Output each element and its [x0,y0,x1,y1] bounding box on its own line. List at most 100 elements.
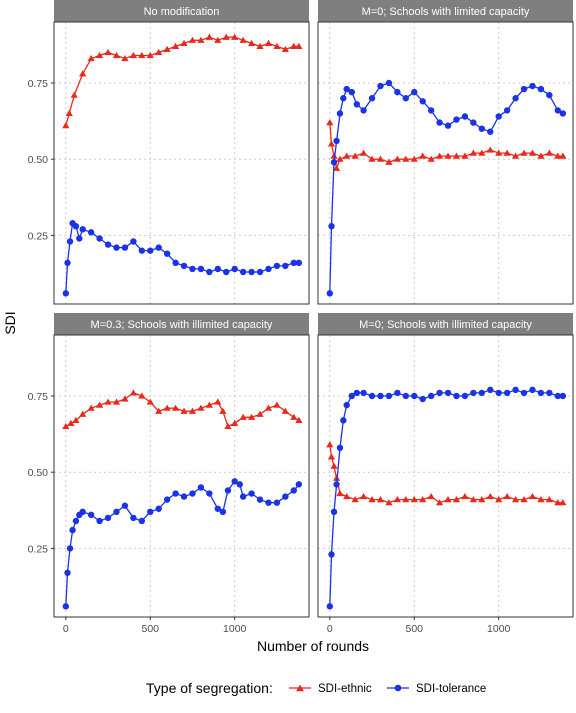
series-line [329,389,563,607]
data-point [394,88,401,96]
data-point [66,238,74,245]
data-point [343,85,350,93]
data-point [402,392,410,400]
data-point [264,404,273,411]
data-point [130,238,137,245]
data-point [180,262,188,270]
data-point [503,107,511,114]
facet-strip [54,0,309,22]
data-point [231,478,238,485]
data-point [155,244,162,251]
plot-area [54,335,309,617]
legend-label-ethnic: SDI-ethnic [318,683,372,695]
series-sdi-tolerance [326,386,567,610]
data-point [470,119,477,126]
x-tick-label: 0 [327,623,333,635]
data-point [495,113,502,120]
plot-area [318,335,573,617]
data-point [67,419,75,427]
data-point [452,496,461,503]
data-point [470,389,477,397]
data-point [104,514,112,522]
data-point [520,389,528,397]
data-point [545,149,553,156]
data-point [197,36,205,43]
data-point [333,137,340,145]
data-point [529,386,536,394]
x-axis-title: Number of rounds [257,638,369,654]
data-point [130,514,137,522]
data-point [427,107,435,114]
data-point [295,481,303,488]
data-point [385,392,393,400]
data-point [231,265,238,273]
data-point [112,398,121,405]
x-tick-label: 500 [405,623,423,635]
data-point [435,499,444,506]
data-point [295,416,303,423]
data-point [239,268,247,276]
data-point [62,122,70,129]
data-point [64,259,71,267]
data-point [402,155,410,162]
data-point [281,407,289,414]
data-point [353,389,361,397]
data-point [188,407,197,414]
x-tick-label: 500 [141,623,159,635]
data-point [478,125,486,132]
y-tick-label: 0.50 [28,154,49,166]
data-point [554,152,562,159]
data-point [554,392,562,400]
data-point [121,244,129,251]
y-tick-label: 0.25 [28,230,49,242]
data-point [138,51,146,59]
data-point [486,146,494,153]
data-point [197,484,205,491]
data-point [359,149,368,156]
facet-title: M=0; Schools with illimited capacity [359,319,532,331]
data-point [171,404,180,411]
data-point [394,389,401,397]
data-point [469,496,477,503]
data-point [559,499,567,506]
data-point [205,33,213,40]
data-point [265,499,272,506]
data-point [435,152,444,159]
data-point [206,268,213,276]
data-point [444,122,452,129]
data-point [495,149,503,156]
data-point [546,91,553,99]
data-point [256,42,264,49]
data-point [62,290,70,297]
data-point [411,392,418,400]
data-point [444,152,452,159]
panel-border [317,334,574,618]
y-axis-title: SDI [2,311,18,334]
data-point [537,85,545,93]
data-point [427,155,435,162]
data-point [72,416,80,423]
data-point [231,419,239,427]
data-point [96,517,103,525]
data-point [248,268,255,276]
data-point [282,262,289,270]
data-point [273,42,281,49]
data-point [121,54,129,62]
series-sdi-ethnic [326,119,567,171]
data-point [326,119,334,126]
data-point [138,247,146,254]
data-point [330,508,338,516]
data-point [87,404,95,411]
legend: Type of segregation: SDI-ethnic SDI-tole… [146,680,486,696]
data-point [520,496,528,503]
data-point [224,422,232,430]
data-point [330,462,338,469]
plot-area [318,22,573,304]
data-point [72,517,80,525]
data-point [353,101,361,108]
data-point [330,159,338,166]
data-point [336,155,344,162]
y-tick-label: 0.25 [28,543,49,555]
data-point [290,487,298,494]
